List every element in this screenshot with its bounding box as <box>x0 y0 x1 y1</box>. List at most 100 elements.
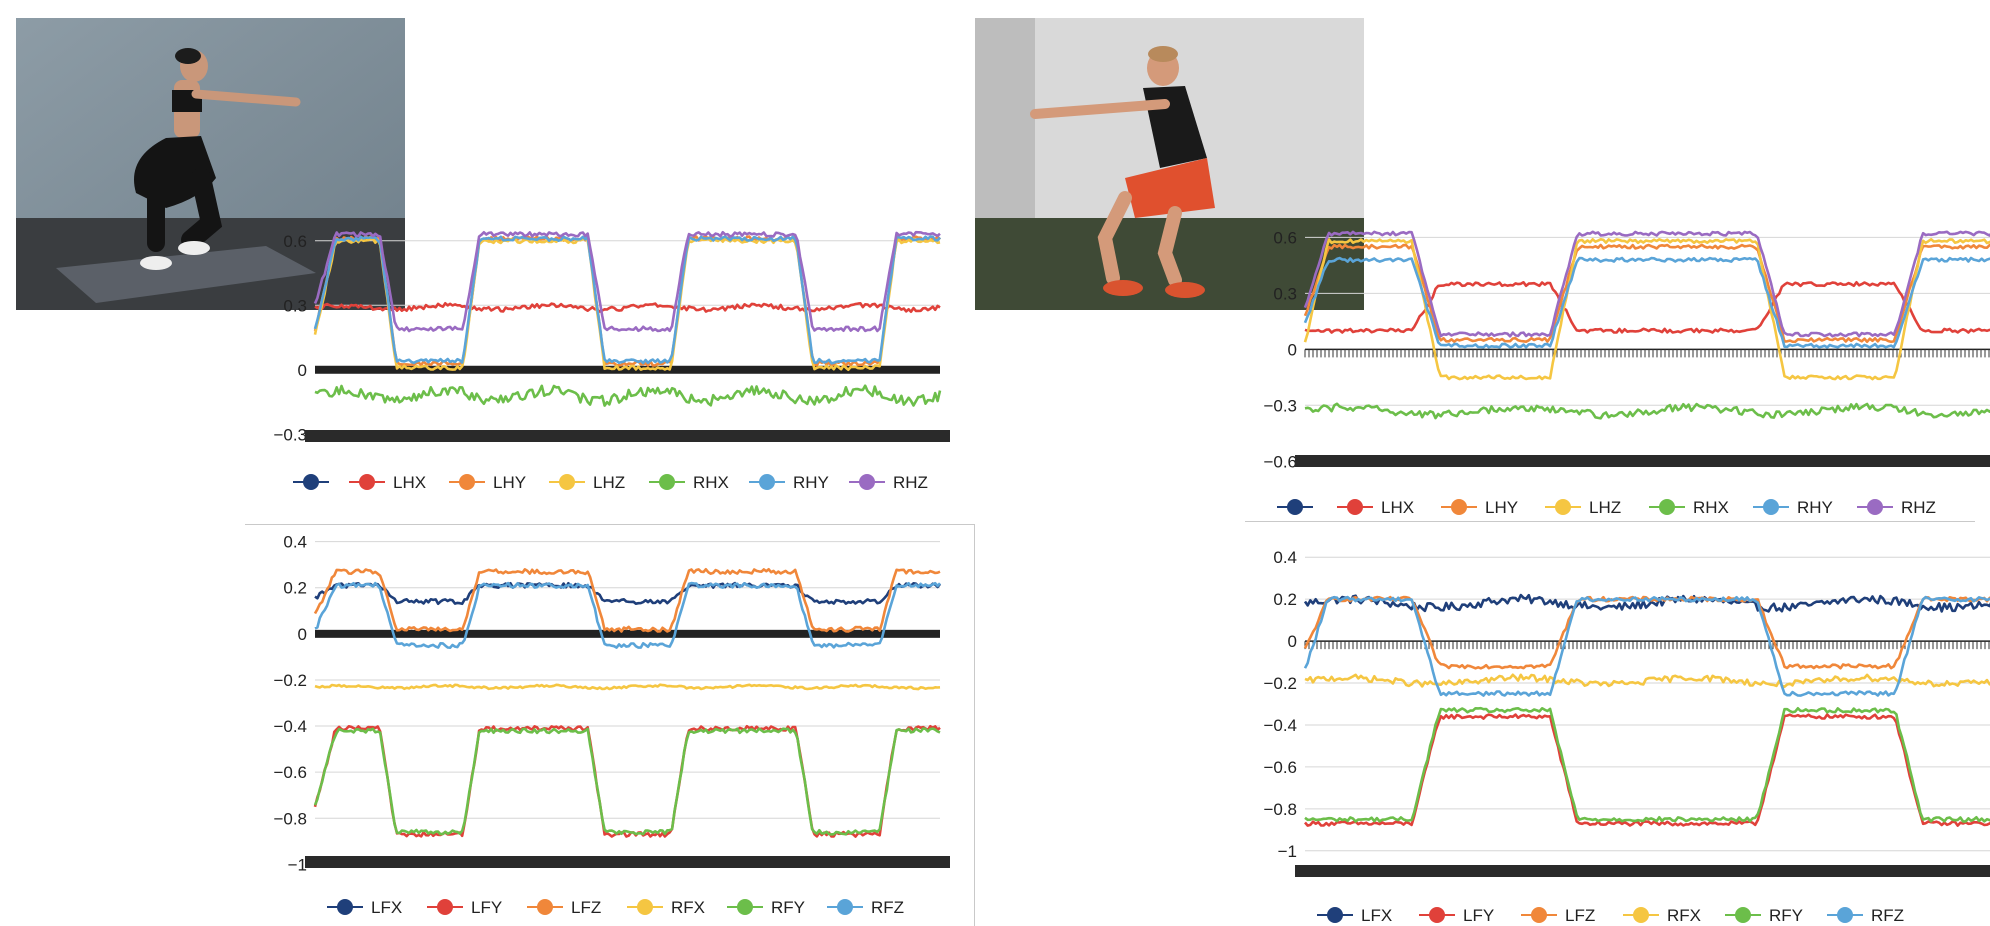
legend-item-lfz: LFZ <box>1521 906 1595 925</box>
series-line-lhx <box>314 302 941 313</box>
x-tick-labels-overlapping <box>305 430 950 442</box>
y-tick-label: 0 <box>1288 340 1297 359</box>
legend-marker <box>1867 499 1883 515</box>
series-line-lhz <box>313 237 941 371</box>
legend-label: RHZ <box>1901 498 1936 517</box>
legend-item-rhy: RHY <box>1753 498 1833 517</box>
legend-item-rfy: RFY <box>727 898 805 917</box>
x-tick-labels-overlapping <box>305 856 950 868</box>
legend-label: RFY <box>771 898 805 917</box>
zero-axis-line <box>315 365 940 374</box>
chart-foot-forces-right-panel: 0.4 0.2 0 −0.2 −0.4 −0.6 −0.8 −1 LFX LFY LFZ RFX RFY… <box>1263 548 1990 925</box>
legend-label: LHY <box>1485 498 1518 517</box>
legend-label: LFZ <box>571 898 601 917</box>
y-tick-label: 0.6 <box>1273 228 1297 247</box>
legend-item-lhx: LHX <box>349 473 426 492</box>
chart-hip-forces-right-panel: 0.6 0.3 0 −0.3 −0.6 LHX LHY LHZ RHX RHY RHZ <box>1263 228 1990 517</box>
y-tick-label: 0 <box>298 625 307 644</box>
series-line-lfx <box>1303 593 1990 613</box>
legend-item-rfx: RFX <box>627 898 705 917</box>
legend-label: RFZ <box>871 898 904 917</box>
legend-label: LFY <box>1463 906 1494 925</box>
panel-divider-horizontal-right <box>1245 521 1975 522</box>
panel-divider-vertical-left <box>974 524 975 926</box>
legend-marker <box>537 899 553 915</box>
legend-marker <box>1659 499 1675 515</box>
legend-item-lfx: LFX <box>1317 906 1392 925</box>
legend-marker <box>659 474 675 490</box>
legend-marker <box>337 899 353 915</box>
y-tick-label: −0.3 <box>1263 396 1297 415</box>
legend-label: LHY <box>493 473 526 492</box>
legend-label: LFZ <box>1565 906 1595 925</box>
y-tick-label: −0.2 <box>273 671 307 690</box>
y-tick-label: −0.6 <box>273 763 307 782</box>
series-line-lfy <box>313 724 941 838</box>
legend-marker <box>1735 907 1751 923</box>
zero-axis-line <box>315 629 940 638</box>
legend-item-lfz: LFZ <box>527 898 601 917</box>
legend-label: LFY <box>471 898 502 917</box>
y-tick-label: 0 <box>298 361 307 380</box>
legend-label: RHX <box>1693 498 1729 517</box>
y-tick-label: −0.3 <box>273 425 307 444</box>
y-tick-label: −0.4 <box>273 717 307 736</box>
legend-item-rhx: RHX <box>1649 498 1729 517</box>
legend-marker <box>303 474 319 490</box>
legend-label: LHZ <box>1589 498 1621 517</box>
x-tick-labels-overlapping <box>1295 455 1990 467</box>
legend-marker <box>1555 499 1571 515</box>
legend-marker <box>1763 499 1779 515</box>
legend-marker <box>1327 907 1343 923</box>
y-tick-label: 0.3 <box>283 296 307 315</box>
legend-label: LHX <box>393 473 426 492</box>
legend-item-rhy: RHY <box>749 473 829 492</box>
legend-item-lhy: LHY <box>1441 498 1518 517</box>
y-tick-label: −0.8 <box>273 809 307 828</box>
legend-label: RFX <box>671 898 705 917</box>
legend-item-lhz: LHZ <box>549 473 625 492</box>
series-line-rhy <box>1303 256 1990 349</box>
legend-marker <box>559 474 575 490</box>
legend-label: LHX <box>1381 498 1414 517</box>
y-tick-label: −0.2 <box>1263 674 1297 693</box>
legend-label: RHY <box>793 473 829 492</box>
legend-item-rhx: RHX <box>649 473 729 492</box>
y-tick-label: −1 <box>1278 842 1297 861</box>
photo-man-squat <box>975 18 1364 310</box>
series-line-rfz <box>314 581 941 649</box>
legend-item-lhx: LHX <box>1337 498 1414 517</box>
legend-marker <box>359 474 375 490</box>
legend-marker <box>1347 499 1363 515</box>
series-line-lfz <box>313 568 941 633</box>
panel-divider-horizontal-left <box>245 524 975 525</box>
legend-marker <box>737 899 753 915</box>
y-tick-label: −0.6 <box>1263 758 1297 777</box>
legend-label: RFZ <box>1871 906 1904 925</box>
y-tick-label: −0.8 <box>1263 800 1297 819</box>
series-line-rhx <box>1304 402 1990 420</box>
y-tick-label: 0.3 <box>1273 284 1297 303</box>
legend-item-lfy: LFY <box>1419 906 1494 925</box>
y-tick-label: −0.4 <box>1263 716 1297 735</box>
y-tick-label: 0.4 <box>1273 548 1297 567</box>
legend-marker <box>1837 907 1853 923</box>
series-line-rfx <box>1304 673 1990 689</box>
legend-label: LFX <box>371 898 402 917</box>
legend-item-lhz: LHZ <box>1545 498 1621 517</box>
series-line-lhx <box>1304 281 1990 334</box>
y-tick-label: −0.6 <box>1263 452 1297 471</box>
legend-marker <box>859 474 875 490</box>
legend-item-lfy: LFY <box>427 898 502 917</box>
man-squat-image <box>975 18 1364 310</box>
legend-marker <box>759 474 775 490</box>
chart-foot-forces-left-panel: 0.4 0.2 0 −0.2 −0.4 −0.6 −0.8 −1 LFX LFY LFZ RFX RFY… <box>273 533 950 917</box>
series-line-rhy <box>313 235 942 365</box>
legend-label: LFX <box>1361 906 1392 925</box>
legend-label: RHZ <box>893 473 928 492</box>
legend-item-lfx: LFX <box>327 898 402 917</box>
legend-item-unnamed <box>1277 499 1313 515</box>
series-line-rfx <box>314 683 941 691</box>
legend-item-unnamed <box>293 474 329 490</box>
